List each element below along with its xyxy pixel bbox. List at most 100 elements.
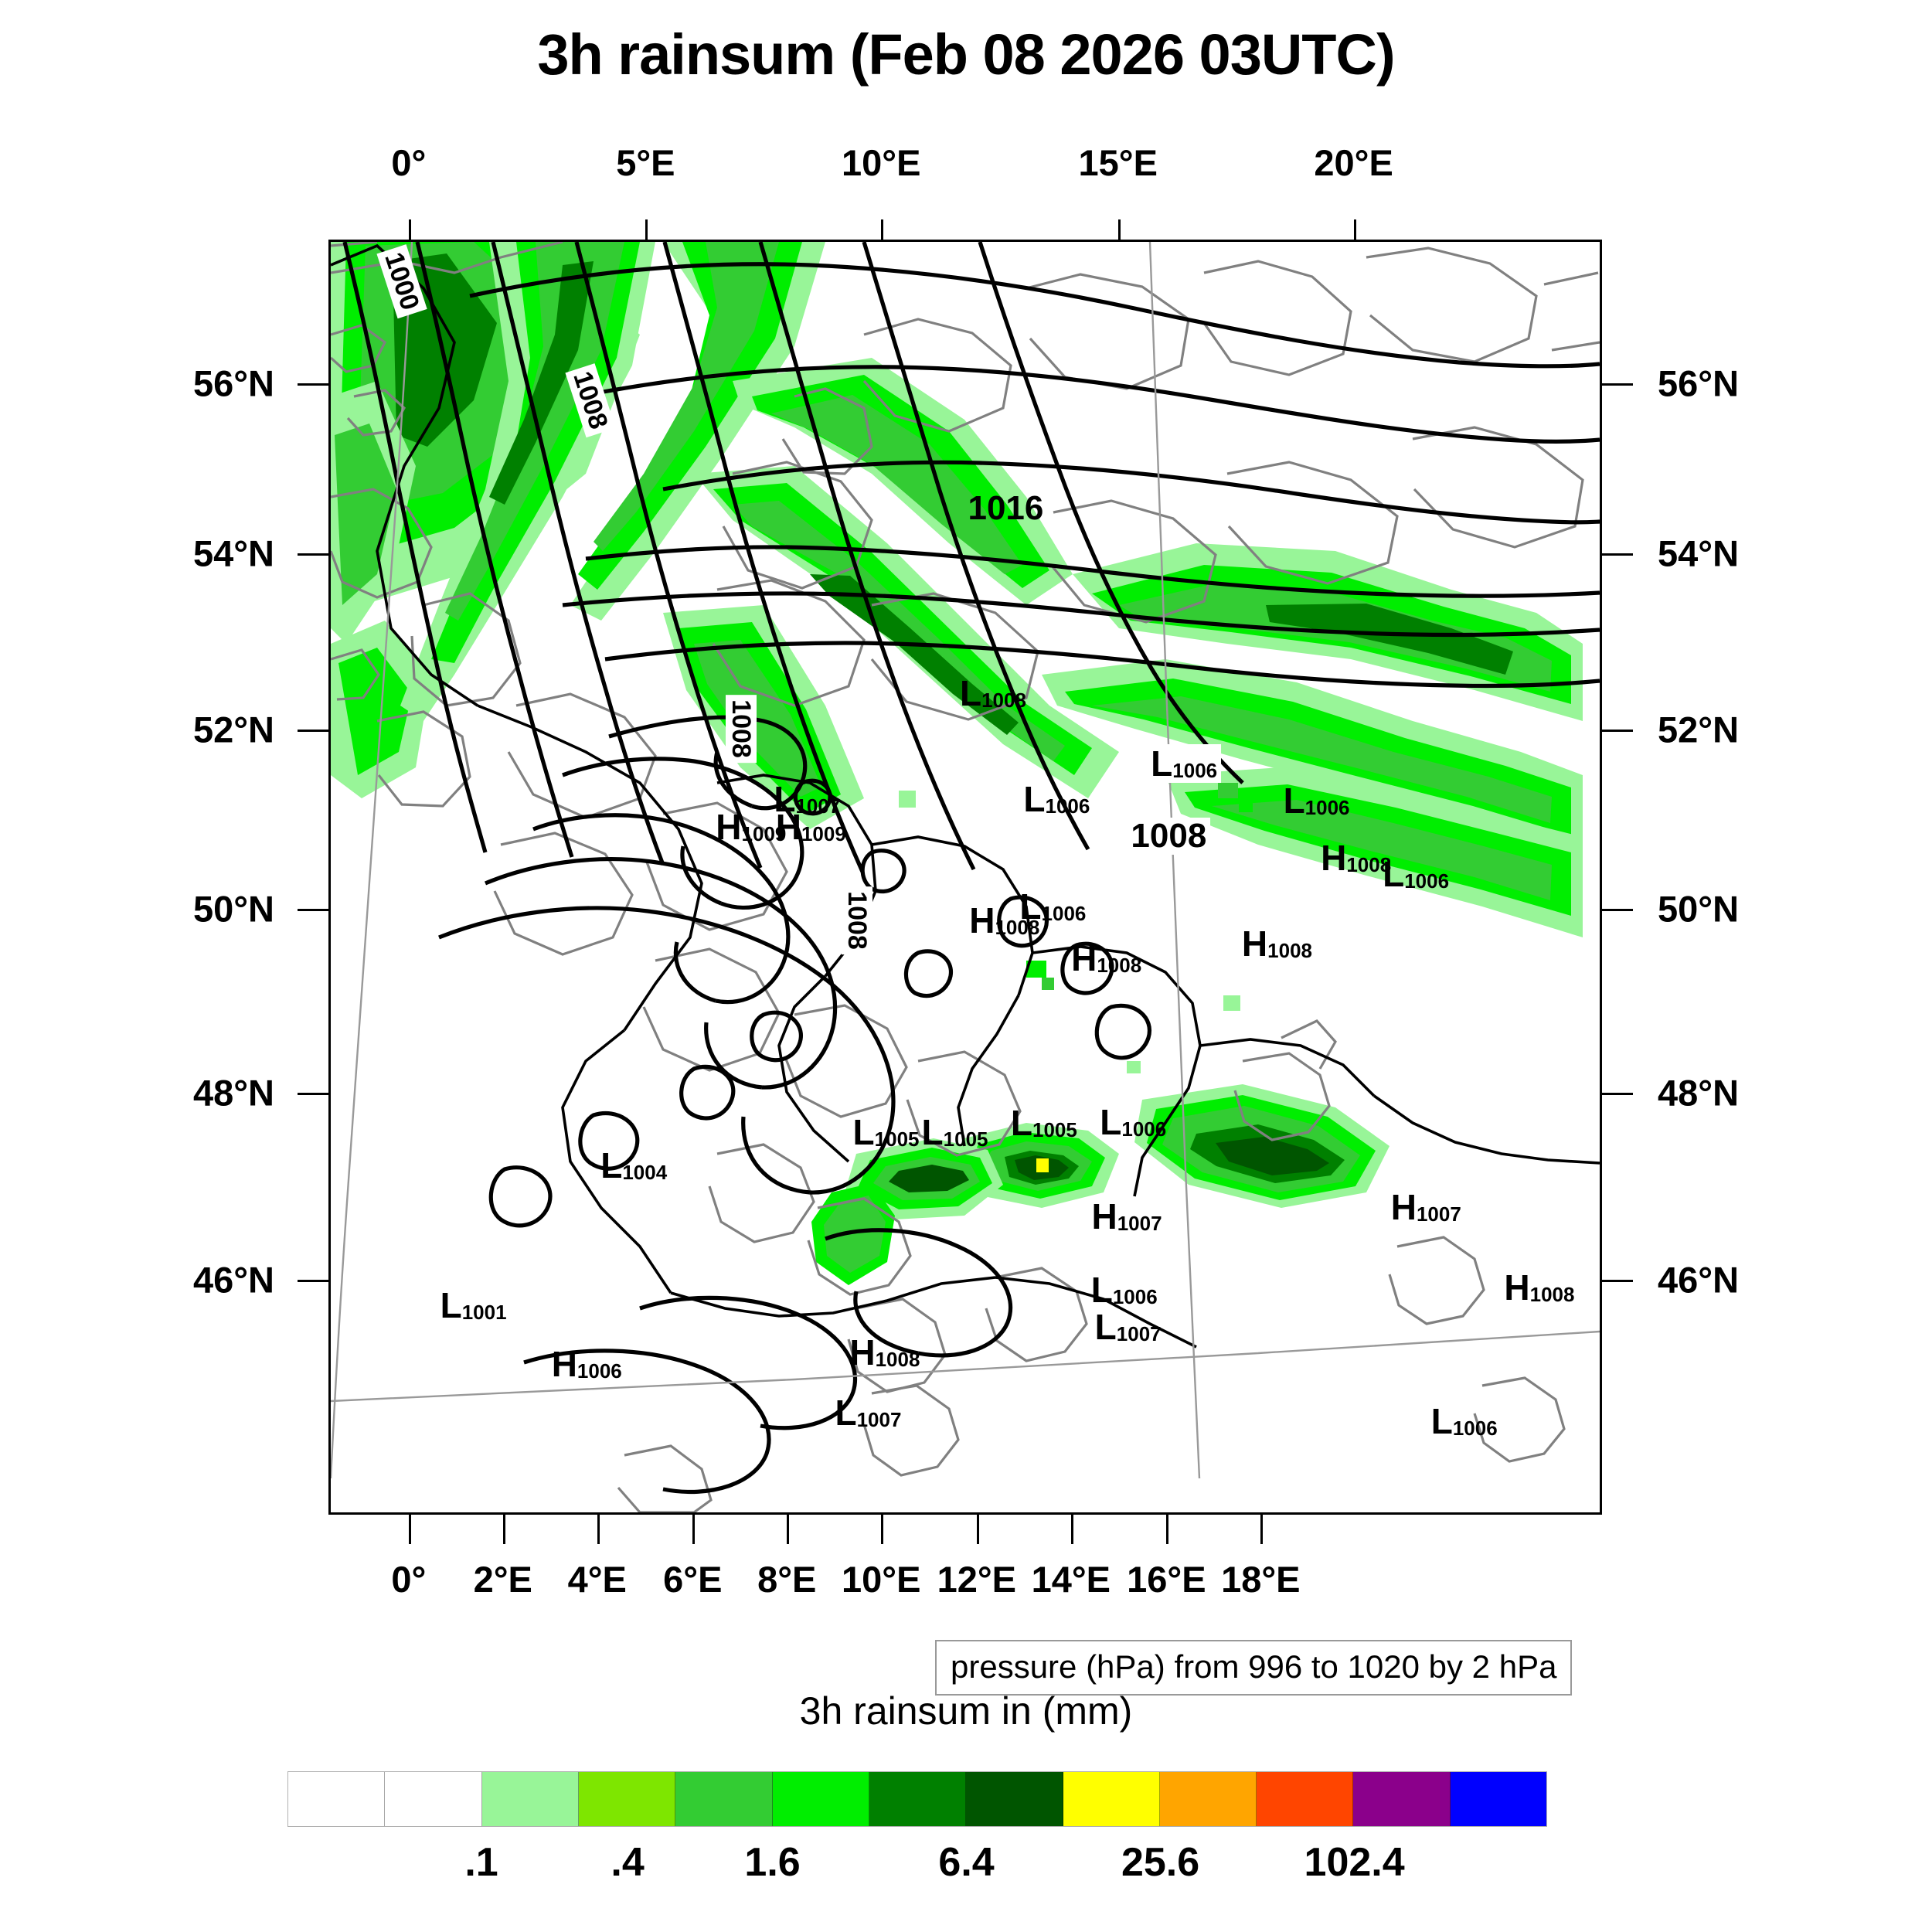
tick-mark bbox=[1602, 1092, 1633, 1095]
low-pressure-icon: L bbox=[600, 1145, 623, 1185]
pressure-center-marker: L1006 bbox=[1100, 1104, 1166, 1140]
map-plot-area[interactable]: 1000 1008 1016 1008 1008 1008 L1008 L1006 L1007… bbox=[328, 240, 1602, 1515]
isobar-contours bbox=[342, 242, 1600, 1494]
colorbar-cell[interactable] bbox=[1353, 1772, 1451, 1826]
tick-mark bbox=[298, 1280, 328, 1283]
axis-tick-label: 50°N bbox=[192, 888, 274, 930]
pressure-value: 1009 bbox=[801, 822, 846, 846]
axis-tick-label: 14°E bbox=[1031, 1559, 1111, 1600]
tick-mark bbox=[787, 1515, 790, 1544]
precip-band-poland bbox=[1042, 543, 1583, 937]
colorbar-cell[interactable] bbox=[578, 1772, 676, 1826]
high-pressure-icon: H bbox=[1390, 1187, 1417, 1228]
pressure-value: 1006 bbox=[1112, 1285, 1158, 1309]
pressure-value: 1006 bbox=[1121, 1117, 1167, 1141]
axis-tick-label: 54°N bbox=[192, 532, 274, 574]
pressure-center-marker: H1008 bbox=[1321, 840, 1391, 876]
colorbar-tick-label: .1 bbox=[464, 1840, 498, 1885]
axis-tick-label: 20°E bbox=[1314, 142, 1393, 183]
precip-scattered-cells bbox=[899, 783, 1253, 1073]
low-pressure-icon: L bbox=[1019, 886, 1042, 927]
pressure-center-marker: L1007 bbox=[1095, 1309, 1162, 1345]
colorbar-cell[interactable] bbox=[1257, 1772, 1354, 1826]
axis-tick-label: 0° bbox=[391, 142, 427, 183]
tick-mark bbox=[298, 909, 328, 912]
axis-tick-label: 10°E bbox=[842, 142, 921, 183]
pressure-center-marker: L1001 bbox=[440, 1287, 507, 1323]
high-pressure-icon: H bbox=[1071, 938, 1097, 979]
pressure-value: 1005 bbox=[1032, 1118, 1077, 1142]
pressure-center-marker: L1006 bbox=[1147, 743, 1222, 784]
pressure-center-marker: L1005 bbox=[853, 1114, 920, 1150]
high-pressure-icon: H bbox=[1091, 1196, 1117, 1236]
pressure-value: 1007 bbox=[795, 794, 841, 818]
tick-mark bbox=[1602, 383, 1633, 386]
pressure-value: 1009 bbox=[741, 822, 787, 846]
axis-tick-label: 8°E bbox=[757, 1559, 817, 1600]
axis-tick-label: 4°E bbox=[567, 1559, 627, 1600]
pressure-center-marker: H1007 bbox=[1091, 1199, 1162, 1234]
precip-band-north-sea bbox=[400, 242, 864, 829]
axis-tick-label: 16°E bbox=[1127, 1559, 1206, 1600]
axis-tick-label: 52°N bbox=[1658, 709, 1740, 750]
axis-tick-label: 54°N bbox=[1658, 532, 1740, 574]
low-pressure-icon: L bbox=[1151, 743, 1173, 784]
pressure-center-marker: H1008 bbox=[849, 1335, 920, 1370]
colorbar-cell[interactable] bbox=[481, 1772, 579, 1826]
axis-tick-label: 18°E bbox=[1221, 1559, 1301, 1600]
pressure-center-marker: L1006 bbox=[1284, 783, 1350, 818]
contour-value-label: 1008 bbox=[841, 886, 872, 954]
colorbar-cell[interactable] bbox=[675, 1772, 773, 1826]
tick-mark bbox=[298, 553, 328, 556]
pressure-center-marker: H1008 bbox=[1504, 1270, 1574, 1305]
pressure-value: 1008 bbox=[981, 689, 1026, 713]
tick-mark bbox=[298, 1092, 328, 1095]
contour-value-label: 1008 bbox=[725, 695, 757, 764]
pressure-center-marker: H1008 bbox=[969, 903, 1039, 938]
low-pressure-icon: L bbox=[1010, 1103, 1033, 1144]
colorbar-cell[interactable] bbox=[385, 1772, 482, 1826]
colorbar-cell[interactable] bbox=[1450, 1772, 1547, 1826]
colorbar-cell[interactable] bbox=[772, 1772, 869, 1826]
axis-tick-label: 46°N bbox=[192, 1259, 274, 1301]
low-pressure-icon: L bbox=[1430, 1401, 1453, 1442]
high-pressure-icon: H bbox=[716, 807, 742, 848]
colorbar-cell[interactable] bbox=[869, 1772, 967, 1826]
pressure-value: 1008 bbox=[1346, 852, 1392, 876]
map-container: 1000 1008 1016 1008 1008 1008 L1008 L1006 L1007… bbox=[298, 219, 1633, 1544]
axis-tick-label: 10°E bbox=[842, 1559, 921, 1600]
axis-tick-label: 6°E bbox=[663, 1559, 723, 1600]
colorbar[interactable] bbox=[287, 1771, 1547, 1827]
axis-tick-label: 15°E bbox=[1078, 142, 1158, 183]
colorbar-cell[interactable] bbox=[288, 1772, 386, 1826]
pressure-legend: pressure (hPa) from 996 to 1020 by 2 hPa bbox=[935, 1640, 1573, 1696]
colorbar-cell[interactable] bbox=[1063, 1772, 1160, 1826]
colorbar-cell[interactable] bbox=[966, 1772, 1063, 1826]
tick-mark bbox=[408, 219, 411, 240]
pressure-value: 1006 bbox=[1045, 794, 1090, 818]
pressure-value: 1006 bbox=[1041, 901, 1087, 925]
pressure-center-marker: L1004 bbox=[600, 1148, 667, 1183]
low-pressure-icon: L bbox=[1283, 780, 1305, 821]
pressure-value: 1007 bbox=[1416, 1202, 1461, 1226]
axis-tick-label: 46°N bbox=[1658, 1259, 1740, 1301]
axis-tick-label: 0° bbox=[391, 1559, 427, 1600]
pressure-value: 1008 bbox=[875, 1348, 920, 1372]
pressure-value: 1008 bbox=[1529, 1283, 1575, 1306]
tick-mark bbox=[298, 383, 328, 386]
low-pressure-icon: L bbox=[1100, 1101, 1122, 1142]
pressure-center-marker: L1006 bbox=[1091, 1272, 1158, 1308]
pressure-value: 1007 bbox=[1117, 1211, 1162, 1235]
low-pressure-icon: L bbox=[774, 779, 796, 820]
high-pressure-icon: H bbox=[1504, 1267, 1530, 1308]
pressure-value: 1001 bbox=[461, 1301, 507, 1325]
graticule bbox=[331, 242, 1600, 1479]
tick-mark bbox=[1166, 1515, 1169, 1544]
pressure-center-marker: H1006 bbox=[552, 1346, 622, 1382]
pressure-center-marker: H1008 bbox=[1071, 940, 1141, 976]
colorbar-cell[interactable] bbox=[1159, 1772, 1257, 1826]
axis-tick-label: 2°E bbox=[473, 1559, 532, 1600]
pressure-center-marker: L1005 bbox=[1011, 1105, 1077, 1141]
pressure-value: 1005 bbox=[943, 1127, 988, 1151]
tick-mark bbox=[881, 219, 884, 240]
